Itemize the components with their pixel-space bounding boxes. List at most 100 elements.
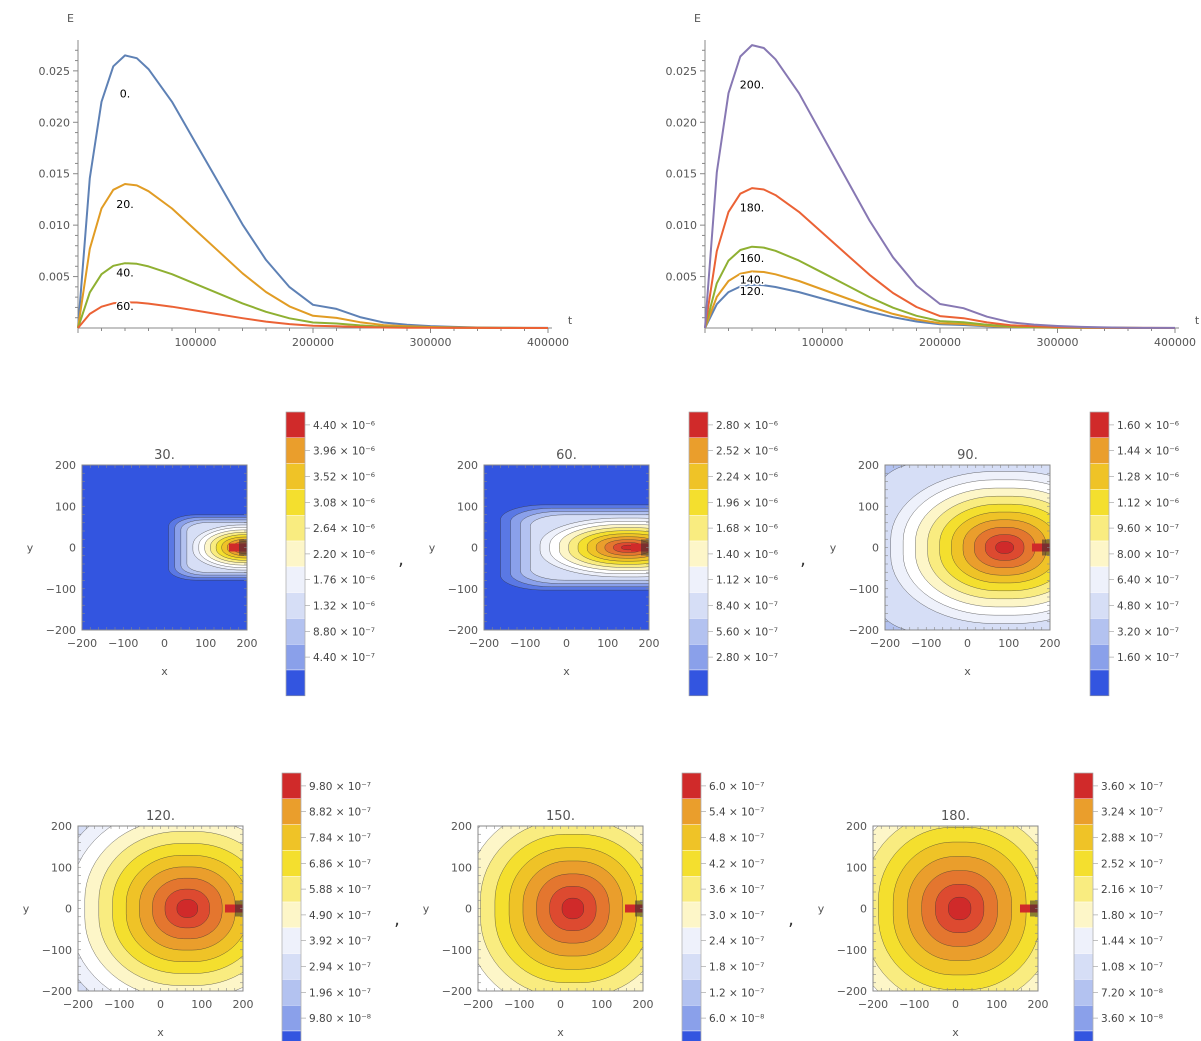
legend-swatch	[1089, 515, 1110, 542]
legend-swatch	[681, 824, 702, 851]
x-tick-label: 100	[986, 998, 1007, 1011]
y-tick-label: 0	[471, 542, 478, 555]
contour-bands	[478, 826, 643, 991]
y-tick-label: 100	[858, 500, 879, 513]
legend-label: 1.68 × 10⁻⁶	[716, 523, 778, 535]
x-tick-label: 0	[952, 998, 959, 1011]
series-line	[704, 187, 1176, 329]
legend-label: 2.52 × 10⁻⁶	[716, 446, 778, 458]
x-tick-label: 300000	[410, 336, 452, 349]
x-tick-label: 0	[964, 637, 971, 650]
legend-label: 3.6 × 10⁻⁷	[709, 884, 764, 896]
y-tick-label: 0	[872, 542, 879, 555]
y-tick-label: 0.010	[39, 219, 71, 232]
x-tick-label: −100	[510, 637, 540, 650]
x-axis-label: x	[952, 1026, 959, 1039]
legend-label: 3.08 × 10⁻⁶	[313, 497, 375, 509]
legend-label: 9.80 × 10⁻⁸	[309, 1013, 371, 1025]
x-axis-label: x	[157, 1026, 164, 1039]
source-wall	[641, 539, 649, 556]
source-wall	[1030, 900, 1038, 917]
panel-title: 60.	[556, 448, 577, 463]
legend-label: 1.60 × 10⁻⁶	[1117, 420, 1179, 432]
y-tick-label: −200	[448, 624, 478, 637]
y-tick-label: 0	[465, 903, 472, 916]
y-tick-label: −200	[837, 985, 867, 998]
legend-label: 1.28 × 10⁻⁶	[1117, 472, 1179, 484]
series-line	[704, 44, 1175, 329]
x-tick-label: −200	[463, 998, 493, 1011]
panel-title: 90.	[957, 448, 978, 463]
y-tick-label: 100	[451, 861, 472, 874]
series-label: 160.	[740, 252, 765, 265]
legend-label: 2.80 × 10⁻⁶	[716, 420, 778, 432]
contour-panel-150: 150. −200 −100 0 100 200 200 100 0 −100 −200 x y 6.0 …	[423, 772, 794, 1041]
legend-bar: 9.80 × 10⁻⁷ 8.82 × 10⁻⁷ 7.84 × 10⁻⁷ 6.86 × …	[281, 772, 371, 1041]
legend-label: 3.60 × 10⁻⁸	[1101, 1013, 1163, 1025]
legend-label: 1.44 × 10⁻⁷	[1101, 936, 1163, 948]
y-axis-label: y	[23, 903, 30, 916]
legend-swatch	[1089, 592, 1110, 619]
legend-swatch	[1089, 669, 1110, 696]
legend-label: 9.80 × 10⁻⁷	[309, 781, 371, 793]
y-axis-label: y	[818, 903, 825, 916]
series-line	[77, 301, 548, 329]
y-tick-label: 0	[65, 903, 72, 916]
legend-label: 4.40 × 10⁻⁶	[313, 420, 375, 432]
series-label: 200.	[740, 79, 765, 92]
legend-bar: 6.0 × 10⁻⁷ 5.4 × 10⁻⁷ 4.8 × 10⁻⁷ 4.2 × 10⁻⁷…	[681, 772, 764, 1041]
legend-swatch	[1073, 927, 1094, 954]
legend-label: 3.24 × 10⁻⁷	[1101, 807, 1163, 819]
y-tick-label: 0.015	[39, 168, 71, 181]
legend-label: 5.88 × 10⁻⁷	[309, 884, 371, 896]
legend-swatch	[285, 411, 306, 438]
legend-swatch	[285, 515, 306, 542]
legend-swatch	[688, 592, 709, 619]
legend-swatch	[1089, 437, 1110, 464]
y-tick-label: 200	[451, 820, 472, 833]
line-chart-1: 100000 200000 300000 400000 0.005 0.010 0.015 0…	[39, 12, 573, 349]
legend-label: 8.80 × 10⁻⁷	[313, 626, 375, 638]
legend-swatch	[1089, 644, 1110, 671]
legend-swatch	[285, 540, 306, 567]
contour-panel-120: 120. −200 −100 0 100 200 200 100 0 −100 −200 x y 9.80…	[23, 772, 400, 1041]
x-tick-label: 200	[1040, 637, 1061, 650]
legend-swatch	[285, 566, 306, 593]
y-tick-label: 100	[846, 861, 867, 874]
y-axis-label: y	[27, 542, 34, 555]
legend-label: 1.96 × 10⁻⁷	[309, 987, 371, 999]
legend-label: 1.96 × 10⁻⁶	[716, 497, 778, 509]
legend-swatch	[1073, 850, 1094, 877]
x-tick-label: −200	[67, 637, 97, 650]
contour-bands	[78, 826, 243, 991]
legend-bar: 1.60 × 10⁻⁶ 1.44 × 10⁻⁶ 1.28 × 10⁻⁶ 1.12 × …	[1089, 411, 1179, 697]
contour-bands	[500, 504, 649, 591]
y-tick-label: 0.025	[666, 65, 698, 78]
series-label: 40.	[116, 266, 134, 279]
x-axis-label: x	[161, 665, 168, 678]
separator-comma: ,	[788, 909, 794, 930]
contour-panel-90: 90. −200 −100 0 100 200 200 100 0 −100 −200 x y 1.60 …	[830, 411, 1179, 697]
y-axis-label: E	[67, 12, 74, 25]
panel-title: 180.	[941, 809, 970, 824]
legend-swatch	[1073, 876, 1094, 903]
legend-label: 1.80 × 10⁻⁷	[1101, 910, 1163, 922]
series-label: 140.	[740, 273, 765, 286]
x-tick-label: 200	[633, 998, 654, 1011]
x-tick-label: 100	[998, 637, 1019, 650]
contour-bands	[168, 514, 247, 581]
legend-swatch	[688, 463, 709, 490]
y-tick-label: 0.025	[39, 65, 71, 78]
legend-swatch	[281, 1005, 302, 1032]
legend-label: 1.12 × 10⁻⁶	[716, 575, 778, 587]
legend-swatch	[1089, 618, 1110, 645]
y-tick-label: 0	[69, 542, 76, 555]
legend-swatch	[285, 592, 306, 619]
contour-band	[176, 899, 198, 918]
legend-label: 3.92 × 10⁻⁷	[309, 936, 371, 948]
y-tick-label: 200	[51, 820, 72, 833]
x-tick-label: 400000	[1154, 336, 1196, 349]
x-tick-label: 200000	[292, 336, 334, 349]
legend-swatch	[281, 850, 302, 877]
